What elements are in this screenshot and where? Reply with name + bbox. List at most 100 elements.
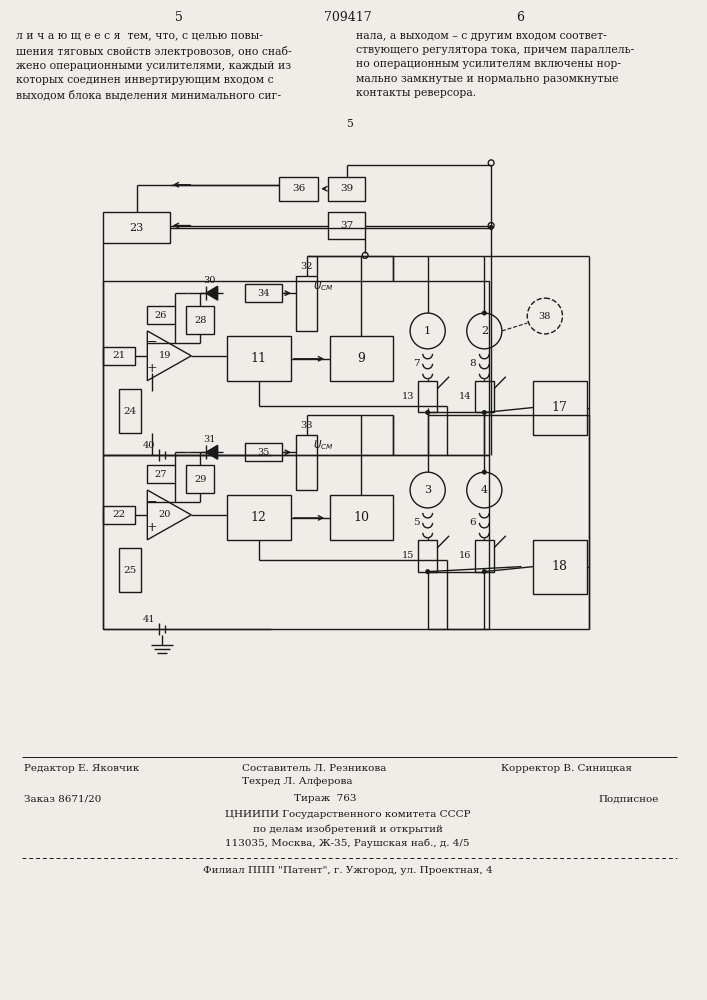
- Text: 17: 17: [551, 401, 568, 414]
- Bar: [418, 540, 438, 572]
- Text: Техред Л. Алферова: Техред Л. Алферова: [242, 777, 353, 786]
- Bar: [103, 281, 489, 455]
- Bar: [245, 284, 282, 302]
- Text: $U_{CM}$: $U_{CM}$: [312, 438, 334, 452]
- Bar: [533, 540, 587, 594]
- Bar: [147, 306, 175, 324]
- Text: 13: 13: [402, 392, 414, 401]
- Text: ЦНИИПИ Государственного комитета СССР: ЦНИИПИ Государственного комитета СССР: [225, 810, 470, 819]
- Text: Подписное: Подписное: [599, 794, 659, 803]
- Circle shape: [482, 569, 486, 574]
- Text: 8: 8: [469, 359, 476, 368]
- Bar: [245, 443, 282, 461]
- Text: 4: 4: [481, 485, 488, 495]
- Text: 35: 35: [257, 448, 270, 457]
- Circle shape: [482, 311, 486, 316]
- Text: 15: 15: [402, 551, 414, 560]
- Bar: [296, 276, 317, 331]
- Text: −: −: [147, 336, 158, 349]
- Bar: [228, 495, 291, 540]
- Bar: [103, 455, 489, 629]
- Bar: [296, 435, 317, 490]
- Text: Заказ 8671/20: Заказ 8671/20: [24, 794, 102, 803]
- Text: Тираж  763: Тираж 763: [294, 794, 356, 803]
- Circle shape: [482, 470, 486, 475]
- Bar: [147, 465, 175, 483]
- Text: 3: 3: [424, 485, 431, 495]
- Text: 32: 32: [300, 262, 312, 271]
- Polygon shape: [206, 286, 218, 300]
- Bar: [418, 381, 438, 412]
- Text: 26: 26: [155, 311, 167, 320]
- Text: +: +: [147, 362, 158, 375]
- Text: 40: 40: [143, 441, 156, 450]
- Polygon shape: [206, 445, 218, 459]
- Bar: [103, 347, 134, 365]
- Bar: [228, 336, 291, 381]
- Text: +: +: [147, 521, 158, 534]
- Bar: [279, 177, 318, 201]
- Text: 11: 11: [251, 352, 267, 365]
- Bar: [474, 381, 494, 412]
- Text: 18: 18: [551, 560, 568, 573]
- Bar: [103, 506, 134, 524]
- Bar: [119, 389, 141, 433]
- Text: 21: 21: [112, 351, 126, 360]
- Text: 12: 12: [251, 511, 267, 524]
- Text: Корректор В. Синицкая: Корректор В. Синицкая: [501, 764, 632, 773]
- Text: 1: 1: [424, 326, 431, 336]
- Circle shape: [489, 225, 493, 230]
- Text: 27: 27: [155, 470, 168, 479]
- Text: 24: 24: [123, 407, 136, 416]
- Text: 25: 25: [123, 566, 136, 575]
- Text: 37: 37: [340, 221, 354, 230]
- Text: 10: 10: [354, 511, 369, 524]
- Bar: [328, 177, 365, 201]
- Text: по делам изобретений и открытий: по делам изобретений и открытий: [252, 824, 443, 834]
- Text: 5: 5: [413, 518, 419, 527]
- Bar: [328, 212, 365, 239]
- Text: 709417: 709417: [324, 11, 371, 24]
- Text: 19: 19: [159, 351, 171, 360]
- Text: 22: 22: [112, 510, 126, 519]
- Text: 20: 20: [159, 510, 171, 519]
- Text: −: −: [147, 495, 158, 508]
- Text: 31: 31: [204, 435, 216, 444]
- Text: 14: 14: [459, 392, 471, 401]
- Text: л и ч а ю щ е е с я  тем, что, с целью повы-
шения тяговых свойств электровозов,: л и ч а ю щ е е с я тем, что, с целью по…: [16, 31, 292, 101]
- Text: 38: 38: [539, 312, 551, 321]
- Bar: [103, 212, 170, 243]
- Text: 39: 39: [340, 184, 354, 193]
- Text: 28: 28: [194, 316, 206, 325]
- Bar: [533, 381, 587, 435]
- Text: 2: 2: [481, 326, 488, 336]
- Text: 16: 16: [459, 551, 471, 560]
- Text: Составитель Л. Резникова: Составитель Л. Резникова: [242, 764, 387, 773]
- Text: 30: 30: [204, 276, 216, 285]
- Text: Филиал ППП "Патент", г. Ужгород, ул. Проектная, 4: Филиал ППП "Патент", г. Ужгород, ул. Про…: [203, 866, 492, 875]
- Text: 41: 41: [143, 615, 156, 624]
- Bar: [187, 465, 214, 493]
- Circle shape: [482, 410, 486, 415]
- Circle shape: [425, 410, 430, 415]
- Bar: [330, 495, 394, 540]
- Text: 5: 5: [346, 119, 353, 129]
- Text: 6: 6: [469, 518, 476, 527]
- Text: 113035, Москва, Ж-35, Раушская наб., д. 4/5: 113035, Москва, Ж-35, Раушская наб., д. …: [226, 838, 470, 848]
- Text: 7: 7: [413, 359, 419, 368]
- Text: 6: 6: [516, 11, 525, 24]
- Bar: [474, 540, 494, 572]
- Text: 5: 5: [175, 11, 182, 24]
- Text: нала, а выходом – с другим входом соответ-
ствующего регулятора тока, причем пар: нала, а выходом – с другим входом соотве…: [356, 31, 635, 98]
- Text: 29: 29: [194, 475, 206, 484]
- Text: 23: 23: [129, 223, 144, 233]
- Text: $U_{CM}$: $U_{CM}$: [312, 279, 334, 293]
- Text: Редактор Е. Яковчик: Редактор Е. Яковчик: [24, 764, 139, 773]
- Text: 34: 34: [257, 289, 270, 298]
- Bar: [119, 548, 141, 592]
- Circle shape: [425, 569, 430, 574]
- Text: 9: 9: [357, 352, 366, 365]
- Bar: [330, 336, 394, 381]
- Bar: [187, 306, 214, 334]
- Text: 33: 33: [300, 421, 312, 430]
